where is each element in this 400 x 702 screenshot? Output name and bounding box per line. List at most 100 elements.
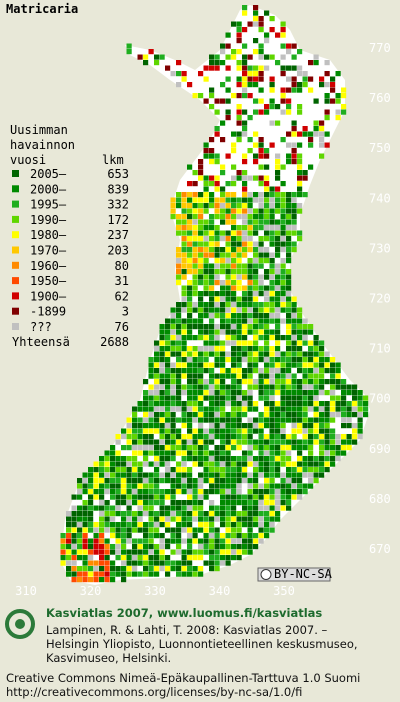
- grid-cell: [291, 428, 297, 434]
- grid-cell: [275, 412, 281, 418]
- grid-cell: [258, 335, 264, 341]
- grid-cell: [264, 258, 270, 264]
- grid-cell: [269, 461, 275, 467]
- grid-cell: [187, 307, 193, 313]
- grid-cell: [66, 566, 72, 572]
- grid-cell: [214, 489, 220, 495]
- grid-cell: [176, 280, 182, 286]
- grid-cell: [181, 258, 187, 264]
- grid-cell: [176, 439, 182, 445]
- grid-cell: [269, 489, 275, 495]
- grid-cell: [209, 214, 215, 220]
- grid-cell: [313, 54, 319, 60]
- grid-cell: [264, 406, 270, 412]
- grid-cell: [82, 544, 88, 550]
- grid-cell: [220, 214, 226, 220]
- grid-cell: [143, 544, 149, 550]
- grid-cell: [176, 219, 182, 225]
- grid-cell: [352, 439, 358, 445]
- grid-cell: [363, 401, 369, 407]
- grid-cell: [297, 368, 303, 374]
- grid-cell: [126, 522, 132, 528]
- grid-cell: [330, 76, 336, 82]
- grid-cell: [126, 483, 132, 489]
- grid-cell: [269, 478, 275, 484]
- grid-cell: [181, 472, 187, 478]
- grid-cell: [198, 390, 204, 396]
- grid-cell: [319, 406, 325, 412]
- grid-cell: [99, 533, 105, 539]
- grid-cell: [242, 285, 248, 291]
- grid-cell: [82, 500, 88, 506]
- grid-cell: [181, 527, 187, 533]
- grid-cell: [258, 214, 264, 220]
- grid-cell: [154, 445, 160, 451]
- legend-period: 1960–: [30, 259, 67, 273]
- grid-cell: [209, 412, 215, 418]
- grid-cell: [242, 93, 248, 99]
- grid-cell: [143, 555, 149, 561]
- grid-cell: [242, 274, 248, 280]
- grid-cell: [286, 247, 292, 253]
- grid-cell: [209, 379, 215, 385]
- grid-cell: [209, 247, 215, 253]
- grid-cell: [137, 478, 143, 484]
- grid-cell: [225, 439, 231, 445]
- grid-cell: [319, 428, 325, 434]
- grid-cell: [253, 544, 259, 550]
- grid-cell: [269, 285, 275, 291]
- grid-cell: [275, 511, 281, 517]
- grid-cell: [154, 549, 160, 555]
- grid-cell: [308, 60, 314, 66]
- grid-cell: [253, 511, 259, 517]
- grid-cell: [231, 197, 237, 203]
- grid-cell: [159, 439, 165, 445]
- grid-cell: [275, 203, 281, 209]
- grid-cell: [170, 560, 176, 566]
- grid-cell: [231, 307, 237, 313]
- grid-cell: [121, 472, 127, 478]
- grid-cell: [220, 346, 226, 352]
- grid-cell: [269, 291, 275, 297]
- grid-cell: [247, 296, 253, 302]
- grid-cell: [82, 566, 88, 572]
- grid-cell: [297, 379, 303, 385]
- y-coordinate-label: 680: [369, 492, 391, 506]
- grid-cell: [209, 197, 215, 203]
- grid-cell: [203, 406, 209, 412]
- grid-cell: [198, 175, 204, 181]
- grid-cell: [357, 423, 363, 429]
- grid-cell: [93, 560, 99, 566]
- grid-cell: [181, 434, 187, 440]
- grid-cell: [187, 313, 193, 319]
- grid-cell: [93, 538, 99, 544]
- grid-cell: [258, 390, 264, 396]
- grid-cell: [176, 533, 182, 539]
- grid-cell: [231, 456, 237, 462]
- grid-cell: [203, 236, 209, 242]
- grid-cell: [187, 357, 193, 363]
- grid-cell: [88, 555, 94, 561]
- grid-cell: [269, 346, 275, 352]
- grid-cell: [269, 511, 275, 517]
- grid-cell: [209, 203, 215, 209]
- grid-cell: [203, 181, 209, 187]
- grid-cell: [280, 54, 286, 60]
- grid-cell: [77, 483, 83, 489]
- grid-cell: [187, 522, 193, 528]
- legend-swatch: [12, 292, 19, 300]
- grid-cell: [214, 54, 220, 60]
- grid-cell: [231, 258, 237, 264]
- grid-cell: [137, 423, 143, 429]
- grid-cell: [275, 247, 281, 253]
- grid-cell: [214, 450, 220, 456]
- grid-cell: [297, 467, 303, 473]
- grid-cell: [231, 175, 237, 181]
- grid-cell: [176, 324, 182, 330]
- grid-cell: [209, 269, 215, 275]
- grid-cell: [236, 225, 242, 231]
- grid-cell: [352, 401, 358, 407]
- grid-cell: [214, 434, 220, 440]
- grid-cell: [313, 373, 319, 379]
- grid-cell: [231, 335, 237, 341]
